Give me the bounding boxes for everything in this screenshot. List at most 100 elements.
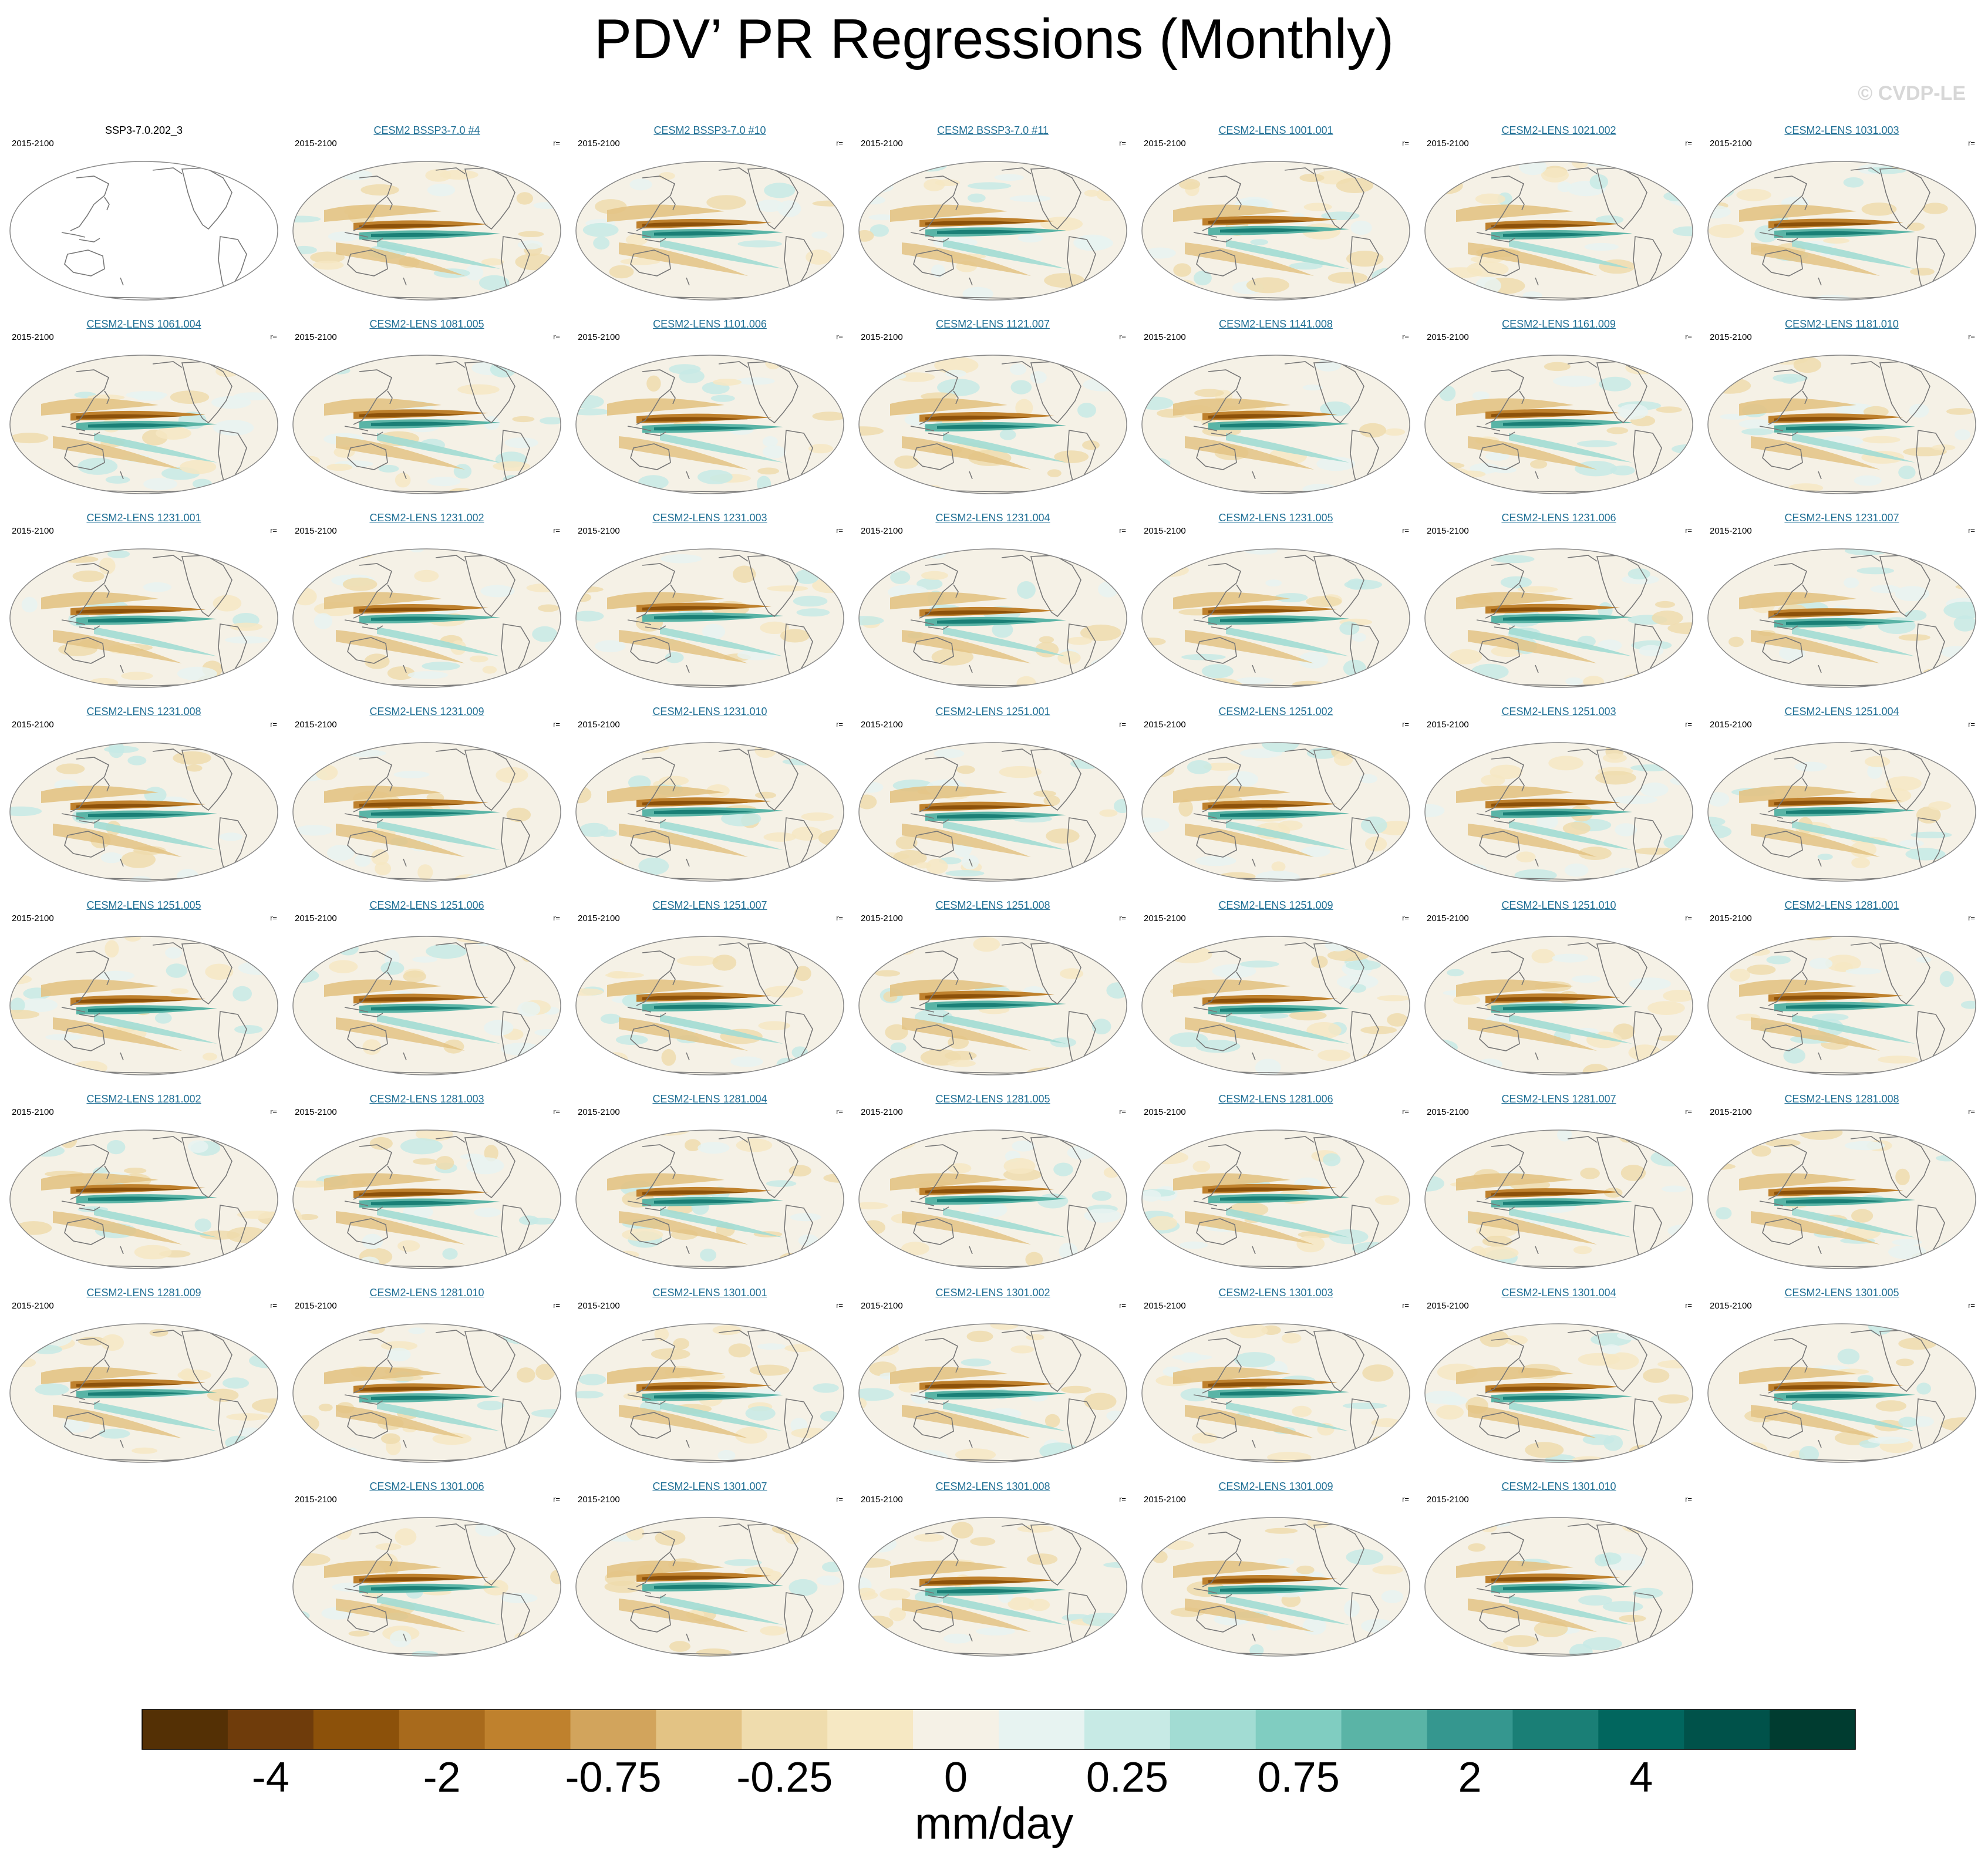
anomaly-patch xyxy=(615,1643,635,1651)
anomaly-patch xyxy=(1655,601,1676,608)
equatorial-dry-core xyxy=(1208,609,1314,613)
anomaly-patch xyxy=(496,767,528,784)
panel-pattern-correlation: r= xyxy=(1968,526,1975,535)
anomaly-patch xyxy=(149,1328,169,1337)
anomaly-patch xyxy=(1709,224,1744,238)
coastline xyxy=(1762,1412,1803,1439)
anomaly-patch xyxy=(1939,1053,1976,1071)
map-projection xyxy=(858,548,1127,688)
anomaly-patch xyxy=(859,230,874,242)
anomaly-patch xyxy=(1336,974,1379,990)
coastline xyxy=(347,443,388,470)
ensemble-member-panel: CESM2-LENS 1141.008 2015-2100 r= xyxy=(1138,316,1414,503)
anomaly-patch xyxy=(801,812,834,821)
dry-band-north xyxy=(1739,398,1856,416)
anomaly-patch xyxy=(1615,823,1637,837)
anomaly-patch xyxy=(1169,1032,1208,1047)
dry-band-north xyxy=(890,979,1008,997)
coastline xyxy=(120,665,124,673)
coastline xyxy=(181,361,233,424)
spcz-band xyxy=(660,1596,783,1625)
panel-title: CESM2-LENS 1001.001 xyxy=(1218,124,1333,136)
anomaly-patch xyxy=(45,1034,83,1041)
coastline xyxy=(1535,1052,1539,1061)
anomaly-patch xyxy=(757,476,771,493)
coastline xyxy=(1567,1136,1598,1143)
coastline xyxy=(1479,831,1520,858)
anomaly-patch xyxy=(1946,408,1973,415)
map-projection xyxy=(292,1129,561,1269)
anomaly-patch xyxy=(1634,847,1676,855)
anomaly-patch xyxy=(237,1210,278,1219)
panel-pattern-correlation: r= xyxy=(1968,720,1975,729)
anomaly-patch xyxy=(760,1626,787,1636)
anomaly-patch xyxy=(533,744,561,754)
spcz-band xyxy=(94,1208,217,1237)
anomaly-patch xyxy=(1953,355,1976,367)
coastline xyxy=(1030,361,1081,424)
coastline xyxy=(1596,1136,1647,1199)
anomaly-patch xyxy=(593,237,610,250)
anomaly-patch xyxy=(1766,955,1791,965)
coastline xyxy=(1479,1606,1520,1633)
anomaly-patch xyxy=(1708,1240,1720,1257)
anomaly-patch xyxy=(1161,356,1196,371)
ensemble-member-panel: CESM2-LENS 1281.004 2015-2100 r= xyxy=(572,1091,848,1277)
coastline xyxy=(1879,1330,1930,1392)
anomaly-patch xyxy=(1301,846,1330,858)
coastline xyxy=(718,1136,749,1143)
anomaly-patch xyxy=(713,379,742,386)
equatorial-dry-core xyxy=(642,606,748,611)
equatorial-wet-core xyxy=(88,812,188,818)
coastline xyxy=(1236,584,1242,598)
anomaly-patch xyxy=(1667,622,1693,635)
panel-period: 2015-2100 xyxy=(1144,332,1186,342)
coastline xyxy=(120,858,124,867)
panel-pattern-correlation: r= xyxy=(1402,1495,1409,1503)
coastline xyxy=(1193,1394,1232,1405)
anomaly-patch xyxy=(1350,220,1372,235)
coastline xyxy=(104,1165,110,1179)
anomaly-patch xyxy=(926,858,948,874)
panel-pattern-correlation: r= xyxy=(836,332,843,341)
anomaly-patch xyxy=(1467,1543,1486,1552)
coastline xyxy=(1193,1007,1232,1017)
anomaly-patch xyxy=(651,1348,690,1360)
dry-band-north xyxy=(1739,785,1856,803)
anomaly-patch xyxy=(1322,1153,1341,1166)
panel-period: 2015-2100 xyxy=(12,1301,54,1311)
colorbar-tick-label: 0.75 xyxy=(1258,1754,1340,1801)
panel-title: CESM2-LENS 1281.001 xyxy=(1784,899,1899,911)
coastline xyxy=(1519,1359,1525,1373)
coastline xyxy=(464,1330,515,1392)
anomaly-patch xyxy=(1633,1587,1663,1599)
panel-title: CESM2-LENS 1251.009 xyxy=(1218,899,1333,911)
anomaly-patch xyxy=(1472,391,1490,400)
anomaly-patch xyxy=(605,972,644,979)
equatorial-wet-core xyxy=(937,1589,1037,1594)
panel-pattern-correlation: r= xyxy=(1685,526,1692,535)
coastline xyxy=(403,1246,407,1255)
colorbar-tick-label: -0.25 xyxy=(736,1754,833,1801)
anomaly-patch xyxy=(202,1053,217,1061)
map-border xyxy=(292,548,561,688)
anomaly-patch xyxy=(1160,1641,1191,1656)
map-border xyxy=(1141,936,1410,1075)
panel-title: CESM2-LENS 1251.001 xyxy=(935,706,1050,717)
anomaly-patch xyxy=(482,666,497,674)
panel-pattern-correlation: r= xyxy=(836,913,843,922)
coastline xyxy=(1485,757,1524,812)
map-projection xyxy=(575,355,844,494)
anomaly-patch xyxy=(442,1248,458,1260)
map-border xyxy=(1424,548,1693,688)
anomaly-patch xyxy=(523,1254,545,1267)
panel-title: CESM2-LENS 1061.004 xyxy=(86,318,201,330)
equatorial-dry-core xyxy=(1208,1578,1314,1583)
coastline xyxy=(910,426,949,436)
map-projection xyxy=(9,548,278,688)
equatorial-wet-core xyxy=(1220,228,1320,233)
anomaly-patch xyxy=(1239,960,1279,968)
coastline xyxy=(1030,167,1081,230)
coastline xyxy=(403,471,407,480)
anomaly-patch xyxy=(27,466,44,482)
